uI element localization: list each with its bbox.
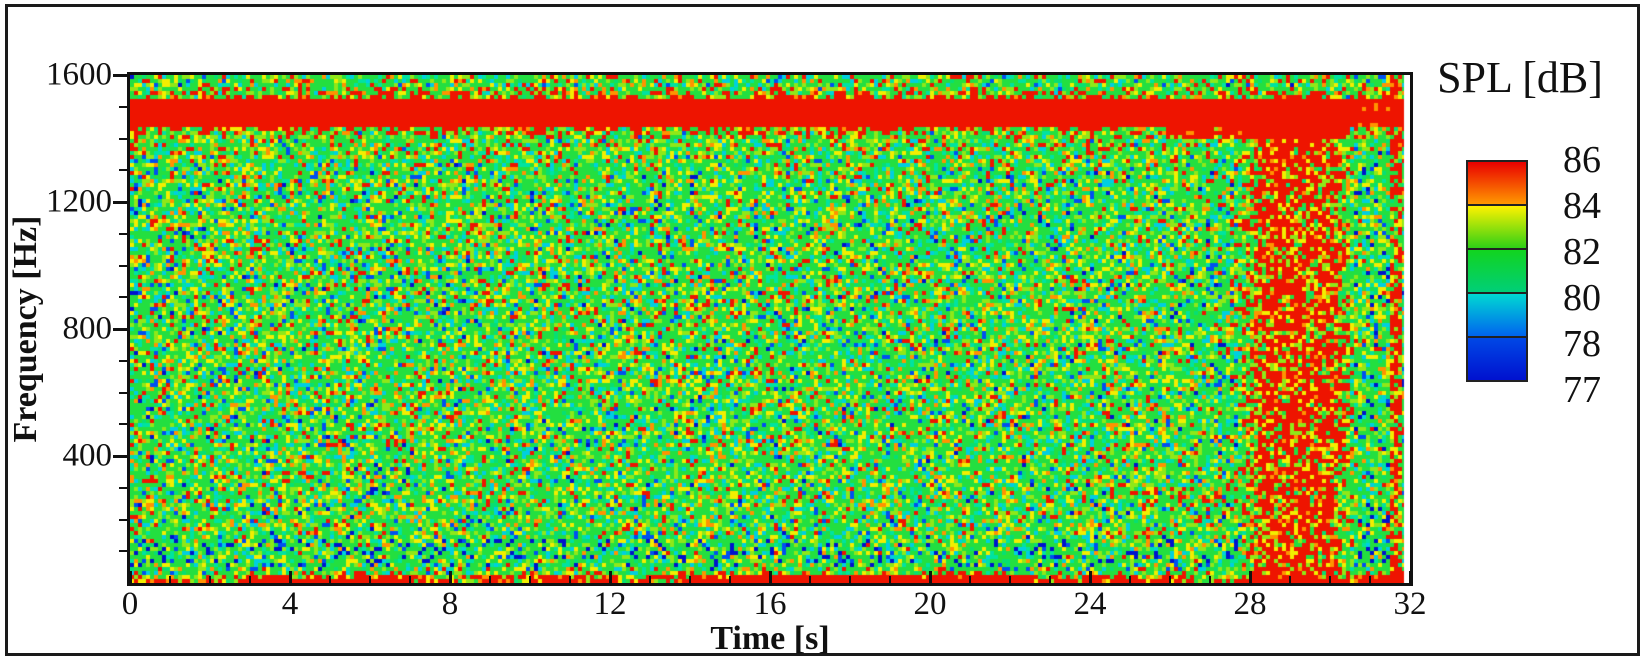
- colorbar-tick-label: 86: [1563, 139, 1601, 181]
- x-tick-label: 16: [753, 586, 787, 622]
- x-tick-label: 0: [121, 586, 139, 622]
- y-minor-tick: [119, 486, 127, 489]
- y-minor-tick: [119, 550, 127, 553]
- y-minor-tick: [119, 137, 127, 140]
- colorbar-tick-label: 78: [1563, 323, 1601, 365]
- y-major-tick: [113, 200, 127, 204]
- x-tick-label: 8: [441, 586, 459, 622]
- y-minor-tick: [119, 296, 127, 299]
- y-minor-tick: [119, 232, 127, 235]
- x-tick-label: 12: [593, 586, 627, 622]
- colorbar-title: SPL [dB]: [1437, 53, 1603, 102]
- y-major-tick: [113, 327, 127, 331]
- y-minor-tick: [119, 423, 127, 426]
- y-minor-tick: [119, 518, 127, 521]
- colorbar-cell: [1466, 292, 1528, 338]
- y-tick-label: 1600: [46, 56, 112, 93]
- colorbar-cell: [1466, 204, 1528, 250]
- colorbar: [1466, 160, 1528, 382]
- y-minor-tick: [119, 169, 127, 172]
- x-tick-label: 4: [281, 586, 299, 622]
- y-major-tick: [113, 73, 127, 77]
- colorbar-cell: [1466, 248, 1528, 294]
- y-minor-tick: [119, 264, 127, 267]
- colorbar-tick-label: 80: [1563, 277, 1601, 319]
- y-minor-tick: [119, 391, 127, 394]
- y-minor-tick: [119, 105, 127, 108]
- colorbar-tick-label: 82: [1563, 231, 1601, 273]
- spectrogram-heatmap: [130, 75, 1410, 583]
- y-major-tick: [113, 454, 127, 458]
- colorbar-cell: [1466, 160, 1528, 206]
- x-tick-label: 20: [913, 586, 947, 622]
- x-tick-label: 24: [1073, 586, 1107, 622]
- y-minor-tick: [119, 359, 127, 362]
- colorbar-tick-label: 77: [1563, 369, 1601, 411]
- y-axis-label: Frequency [Hz]: [7, 215, 44, 443]
- x-tick-label: 32: [1393, 586, 1427, 622]
- x-axis-label: Time [s]: [710, 620, 830, 657]
- colorbar-cell: [1466, 336, 1528, 382]
- x-tick-label: 28: [1233, 586, 1267, 622]
- colorbar-tick-label: 84: [1563, 185, 1601, 227]
